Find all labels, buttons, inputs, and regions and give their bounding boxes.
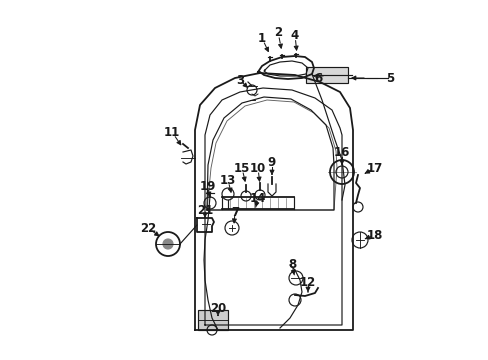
Text: 17: 17 [366, 162, 382, 175]
Text: 16: 16 [333, 145, 349, 158]
Text: 18: 18 [366, 229, 383, 242]
Text: 15: 15 [233, 162, 250, 175]
Text: 12: 12 [299, 275, 315, 288]
Text: 7: 7 [230, 206, 239, 219]
Text: 9: 9 [267, 156, 276, 168]
Text: 3: 3 [235, 73, 244, 86]
Text: 1: 1 [257, 32, 265, 45]
Text: 22: 22 [140, 221, 156, 234]
Text: 14: 14 [249, 192, 265, 204]
Text: 2: 2 [273, 26, 282, 39]
Text: 21: 21 [197, 203, 213, 216]
Text: 10: 10 [249, 162, 265, 175]
Text: 8: 8 [287, 258, 296, 271]
Text: 13: 13 [220, 174, 236, 186]
Text: 11: 11 [163, 126, 180, 139]
Circle shape [163, 239, 173, 249]
Text: 5: 5 [385, 72, 393, 85]
Text: 4: 4 [290, 28, 299, 41]
Text: 19: 19 [200, 180, 216, 193]
Bar [305, 67, 347, 83]
Text: 6: 6 [313, 72, 322, 85]
Text: 20: 20 [209, 302, 225, 315]
Bar [198, 310, 227, 330]
